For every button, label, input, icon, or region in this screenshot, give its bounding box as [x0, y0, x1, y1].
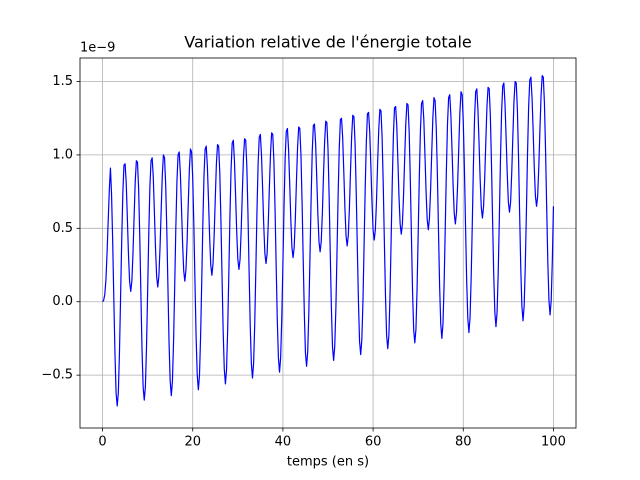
y-tick-label: 1.0 — [52, 147, 73, 162]
x-tick-label: 100 — [541, 435, 566, 450]
x-axis-label: temps (en s) — [287, 455, 369, 470]
y-tick-label: 0.5 — [52, 221, 73, 236]
plot-frame — [79, 57, 577, 429]
x-tick-label: 60 — [365, 435, 382, 450]
chart-title: Variation relative de l'énergie totale — [184, 33, 472, 52]
x-tick-label: 0 — [98, 435, 106, 450]
y-tick-label: 0.0 — [52, 294, 73, 309]
data-line — [102, 75, 555, 407]
offset-text: 1e−9 — [80, 41, 115, 56]
y-tick-label: 1.5 — [52, 74, 73, 89]
x-tick-label: 20 — [184, 435, 201, 450]
y-tick-label: −0.5 — [41, 368, 73, 383]
x-tick-label: 80 — [455, 435, 472, 450]
x-tick-label: 40 — [275, 435, 292, 450]
